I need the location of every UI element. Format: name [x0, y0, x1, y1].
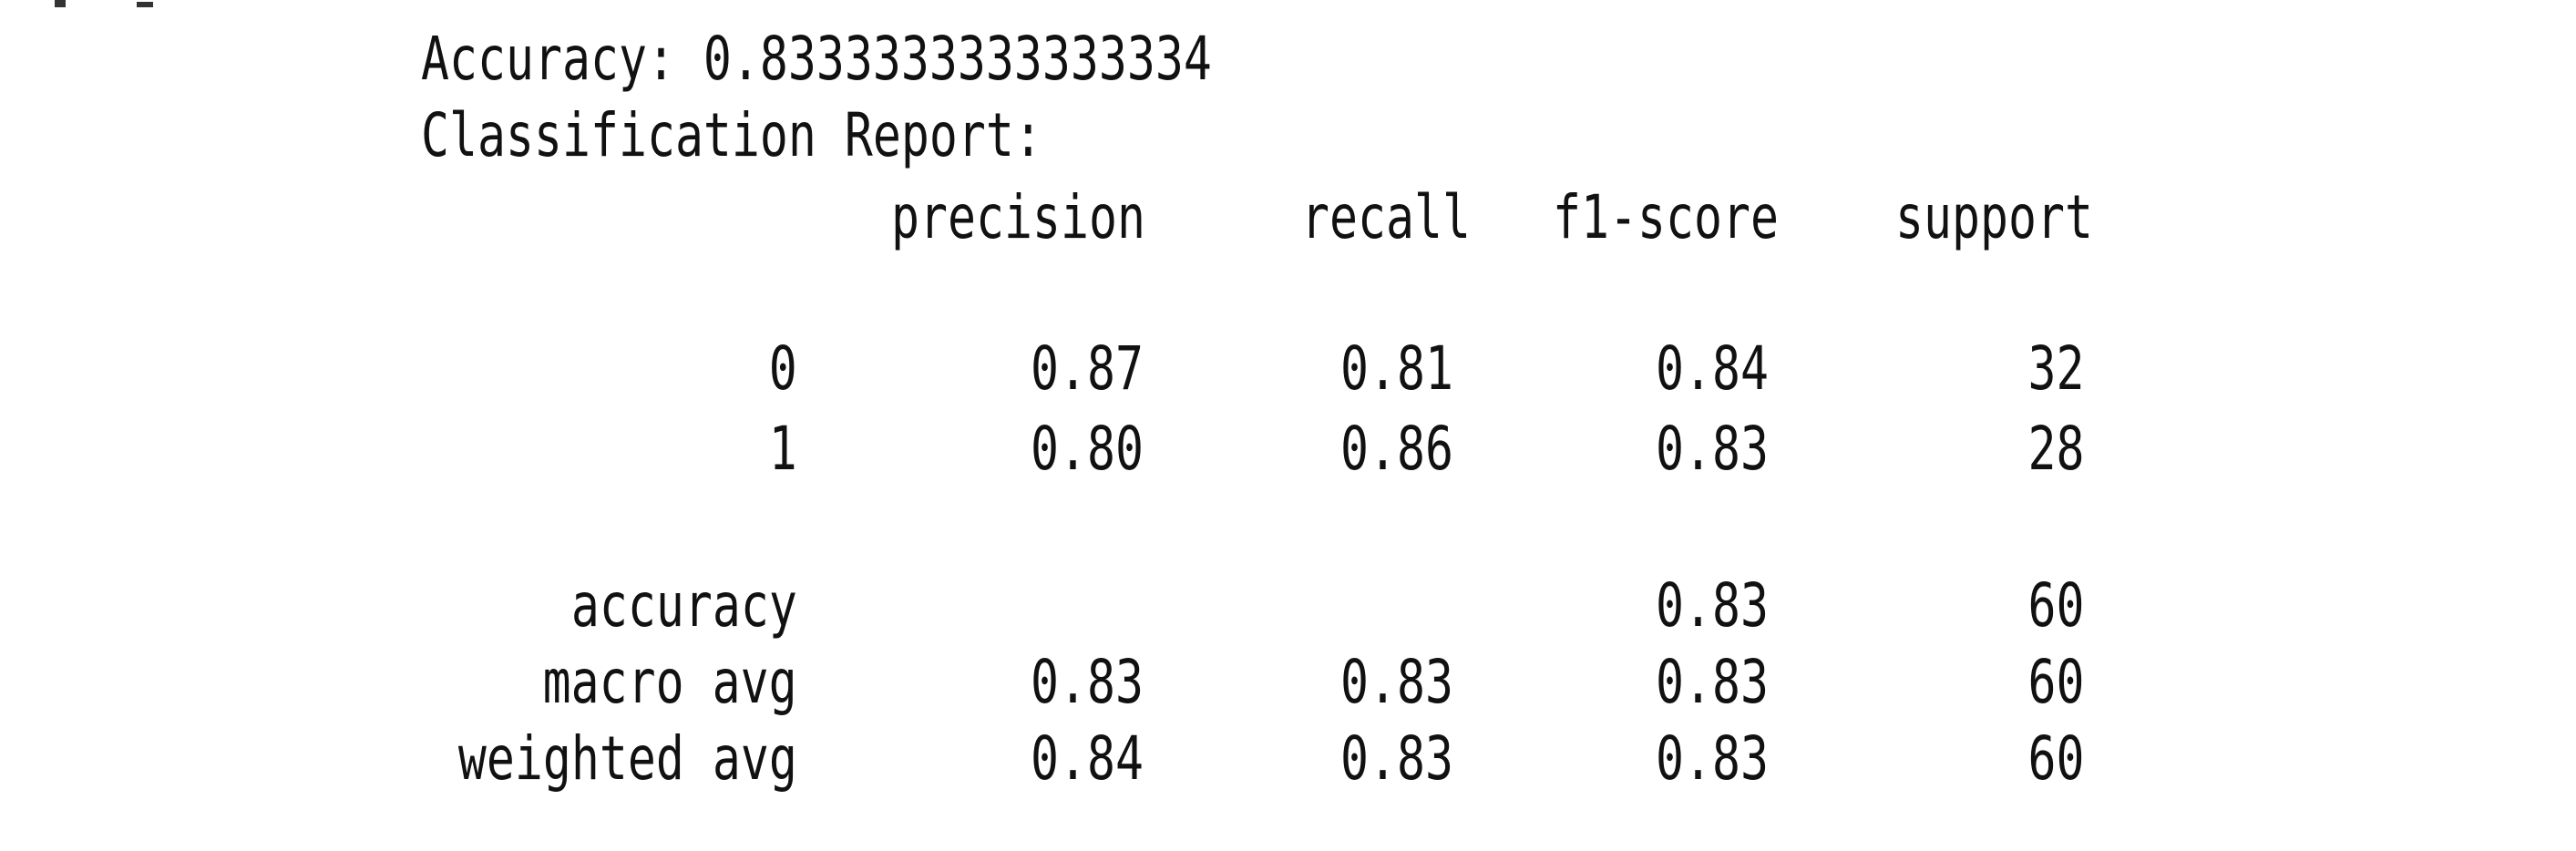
row-label-0: 0 — [768, 333, 797, 404]
row-label-1: 1 — [768, 414, 797, 484]
cell-f1-1: 0.83 — [1656, 414, 1769, 484]
header-support: support — [1895, 182, 2093, 252]
cell-recall-0: 0.81 — [1340, 333, 1453, 404]
cell-precision-1: 0.80 — [1031, 414, 1144, 484]
cell-support-1: 28 — [2027, 414, 2084, 484]
cell-support-accuracy: 60 — [2027, 570, 2084, 641]
cropped-text-fragment — [55, 0, 153, 7]
row-label-macro-avg: macro avg — [543, 647, 797, 717]
report-heading: Classification Report: — [421, 100, 1042, 170]
accuracy-line: Accuracy: 0.8333333333333334 — [421, 24, 1212, 94]
header-f1-score: f1-score — [1553, 182, 1779, 252]
cell-recall-weighted-avg: 0.83 — [1340, 723, 1453, 794]
cell-precision-0: 0.87 — [1031, 333, 1144, 404]
cell-recall-1: 0.86 — [1340, 414, 1453, 484]
cell-f1-0: 0.84 — [1656, 333, 1769, 404]
cell-support-0: 32 — [2027, 333, 2084, 404]
cell-f1-weighted-avg: 0.83 — [1656, 723, 1769, 794]
cell-precision-macro-avg: 0.83 — [1031, 647, 1144, 717]
header-precision: precision — [891, 182, 1145, 252]
cell-f1-macro-avg: 0.83 — [1656, 647, 1769, 717]
cell-f1-accuracy: 0.83 — [1656, 570, 1769, 641]
cell-support-macro-avg: 60 — [2027, 647, 2084, 717]
row-label-accuracy: accuracy — [571, 570, 797, 641]
cell-support-weighted-avg: 60 — [2027, 723, 2084, 794]
cell-precision-weighted-avg: 0.84 — [1031, 723, 1144, 794]
row-label-weighted-avg: weighted avg — [458, 723, 797, 794]
header-recall: recall — [1301, 182, 1471, 252]
cell-recall-macro-avg: 0.83 — [1340, 647, 1453, 717]
